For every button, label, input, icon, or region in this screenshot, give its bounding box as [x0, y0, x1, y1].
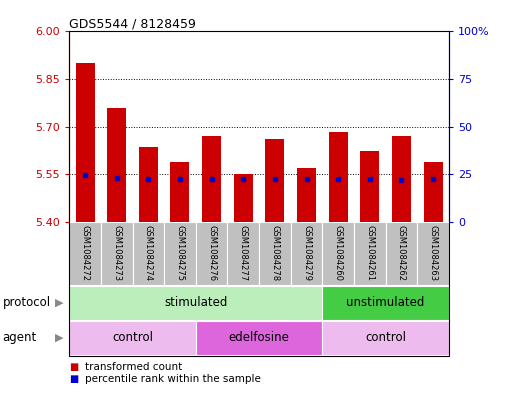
Text: GSM1084272: GSM1084272 [81, 225, 90, 281]
Bar [132, 222, 164, 285]
Text: agent: agent [3, 331, 37, 345]
Text: GSM1084261: GSM1084261 [365, 225, 374, 281]
Bar [69, 222, 101, 285]
Bar [297, 168, 316, 222]
Text: stimulated: stimulated [164, 296, 227, 309]
Text: control: control [112, 331, 153, 345]
Text: GSM1084277: GSM1084277 [239, 225, 248, 281]
Text: ■: ■ [69, 374, 78, 384]
Bar [417, 222, 449, 285]
Bar [234, 174, 253, 222]
Bar [196, 222, 227, 285]
Bar [101, 222, 132, 285]
Bar [322, 321, 449, 355]
Bar [107, 108, 126, 222]
Bar [164, 222, 196, 285]
Text: ■: ■ [69, 362, 78, 373]
Bar [196, 321, 322, 355]
Text: ▶: ▶ [55, 298, 64, 308]
Text: transformed count: transformed count [85, 362, 182, 373]
Text: GSM1084276: GSM1084276 [207, 225, 216, 281]
Bar [322, 222, 354, 285]
Bar [202, 136, 221, 222]
Bar [259, 222, 291, 285]
Bar [386, 222, 417, 285]
Text: GSM1084262: GSM1084262 [397, 225, 406, 281]
Text: GSM1084279: GSM1084279 [302, 225, 311, 281]
Bar [424, 162, 443, 222]
Bar [360, 151, 379, 222]
Bar [265, 140, 284, 222]
Text: GSM1084274: GSM1084274 [144, 225, 153, 281]
Text: control: control [365, 331, 406, 345]
Bar [227, 222, 259, 285]
Bar [75, 63, 94, 222]
Text: GSM1084260: GSM1084260 [333, 225, 343, 281]
Text: GSM1084273: GSM1084273 [112, 225, 121, 281]
Text: protocol: protocol [3, 296, 51, 309]
Bar [291, 222, 322, 285]
Text: edelfosine: edelfosine [229, 331, 289, 345]
Bar [69, 286, 322, 320]
Bar [329, 132, 348, 222]
Bar [392, 136, 411, 222]
Text: GSM1084275: GSM1084275 [175, 225, 185, 281]
Text: GSM1084263: GSM1084263 [428, 225, 438, 281]
Text: GSM1084278: GSM1084278 [270, 225, 280, 281]
Bar [322, 286, 449, 320]
Bar [170, 162, 189, 222]
Text: percentile rank within the sample: percentile rank within the sample [85, 374, 261, 384]
Text: GDS5544 / 8128459: GDS5544 / 8128459 [69, 17, 196, 30]
Bar [139, 147, 158, 222]
Bar [354, 222, 386, 285]
Text: unstimulated: unstimulated [346, 296, 425, 309]
Text: ▶: ▶ [55, 333, 64, 343]
Bar [69, 321, 196, 355]
